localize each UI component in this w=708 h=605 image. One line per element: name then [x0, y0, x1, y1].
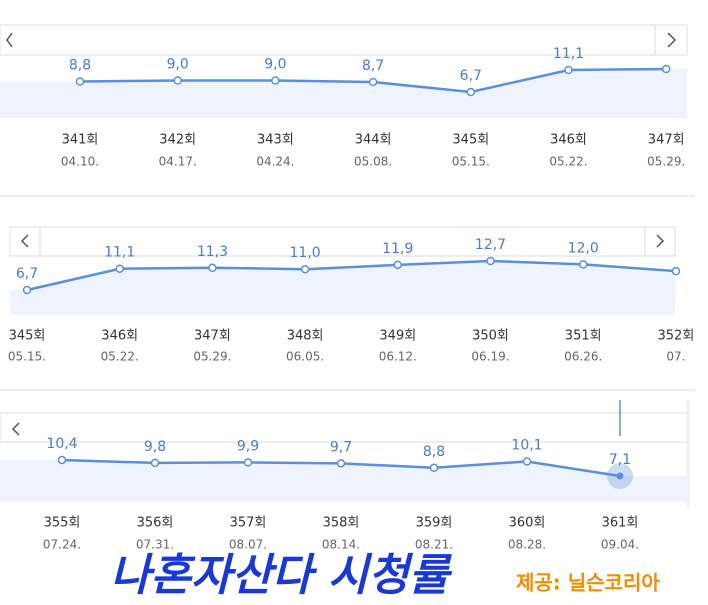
- episode-label: 344회: [355, 133, 392, 148]
- point: [671, 266, 681, 276]
- panel-frames: [0, 24, 695, 510]
- area: [0, 460, 688, 500]
- value-label: 11,1: [553, 46, 584, 62]
- point: [393, 260, 403, 270]
- date-label: 08.07.: [229, 538, 267, 552]
- date-label: 04.24.: [256, 155, 294, 169]
- episode-label: 359회: [416, 516, 453, 531]
- date-label: 05.29.: [647, 155, 685, 169]
- date-label: 05.15.: [452, 155, 490, 169]
- value-label: 11,3: [197, 244, 228, 260]
- episode-label: 352회: [658, 329, 695, 344]
- value-label: 9,0: [264, 57, 286, 73]
- point: [564, 65, 573, 75]
- plot-gridline: [0, 117, 687, 118]
- date-label: 05.08.: [354, 155, 392, 169]
- point: [57, 455, 67, 465]
- point: [368, 77, 378, 87]
- value-label: 12,0: [568, 240, 599, 256]
- value-label: 10,1: [511, 437, 542, 453]
- value-label: 8,8: [69, 58, 91, 74]
- point: [429, 463, 439, 473]
- episode-label: 343회: [257, 133, 294, 148]
- episode-label: 348회: [287, 329, 324, 344]
- date-label: 06.05.: [286, 350, 324, 364]
- episode-label: 347회: [648, 133, 685, 148]
- point: [661, 64, 671, 74]
- date-label: 04.17.: [159, 155, 197, 169]
- point: [75, 77, 85, 86]
- date-label: 08.28.: [508, 538, 546, 552]
- value-label: 11,0: [290, 245, 321, 261]
- point: [208, 263, 217, 273]
- point: [466, 87, 476, 97]
- plot-gridline: [10, 313, 675, 314]
- episode-label: 341회: [62, 133, 99, 148]
- value-label: 11,1: [104, 245, 135, 261]
- episode-label: 351회: [565, 329, 602, 344]
- episode-label: 346회: [101, 329, 138, 344]
- value-label: 10,4: [46, 436, 77, 452]
- point: [22, 285, 32, 295]
- date-label: 07.24.: [43, 538, 81, 552]
- date-label: 07.: [666, 350, 685, 364]
- episode-label: 342회: [159, 133, 196, 148]
- date-label: 05.22.: [549, 155, 587, 169]
- date-label: 06.12.: [379, 350, 417, 364]
- episode-label: 349회: [379, 329, 416, 344]
- episode-label: 347회: [194, 329, 231, 344]
- value-label: 8,8: [423, 444, 445, 460]
- episode-label: 355회: [44, 516, 81, 531]
- date-label: 05.29.: [193, 350, 231, 364]
- date-label: 08.21.: [415, 538, 453, 552]
- date-label: 05.22.: [101, 350, 139, 364]
- point: [243, 458, 253, 467]
- point: [150, 458, 160, 468]
- value-label: 9,8: [144, 439, 166, 455]
- point: [271, 76, 280, 85]
- date-label: 08.14.: [322, 538, 360, 552]
- area: [10, 261, 676, 313]
- value-label: 12,7: [475, 237, 506, 253]
- date-label: 09.04.: [601, 538, 639, 552]
- point: [173, 76, 182, 85]
- value-label: 11,9: [382, 241, 413, 257]
- episode-label: 360회: [509, 516, 546, 531]
- point: [522, 457, 532, 466]
- point: [336, 459, 346, 468]
- date-label: 04.10.: [61, 155, 99, 169]
- episode-label: 357회: [230, 516, 267, 531]
- point: [578, 260, 588, 269]
- point: [616, 472, 624, 480]
- value-label: 6,7: [16, 266, 38, 282]
- date-label: 07.31.: [136, 538, 174, 552]
- episode-label: 356회: [137, 516, 174, 531]
- value-label: 9,7: [330, 439, 352, 455]
- episode-label: 345회: [9, 329, 46, 344]
- line: [26, 259, 676, 292]
- date-label: 05.15.: [8, 350, 46, 364]
- caption-title: 나혼자산다 시청률: [110, 550, 453, 601]
- episode-label: 345회: [452, 133, 489, 148]
- area: [0, 69, 687, 117]
- date-label: 06.26.: [564, 350, 602, 364]
- plot-gridline: [0, 500, 688, 501]
- episode-label: 346회: [550, 133, 587, 148]
- point: [300, 264, 310, 274]
- episode-label: 358회: [323, 516, 360, 531]
- episode-label: 361회: [602, 516, 639, 531]
- value-label: 9,9: [237, 438, 259, 454]
- value-label: 7,1: [609, 452, 631, 468]
- point: [115, 264, 124, 273]
- caption-source: 제공: 닐슨코리아: [516, 571, 660, 595]
- value-label: 6,7: [460, 68, 482, 84]
- episode-label: 350회: [472, 329, 509, 344]
- value-label: 8,7: [362, 58, 384, 74]
- date-label: 06.19.: [471, 350, 509, 364]
- value-label: 9,0: [167, 57, 189, 73]
- point: [486, 256, 495, 266]
